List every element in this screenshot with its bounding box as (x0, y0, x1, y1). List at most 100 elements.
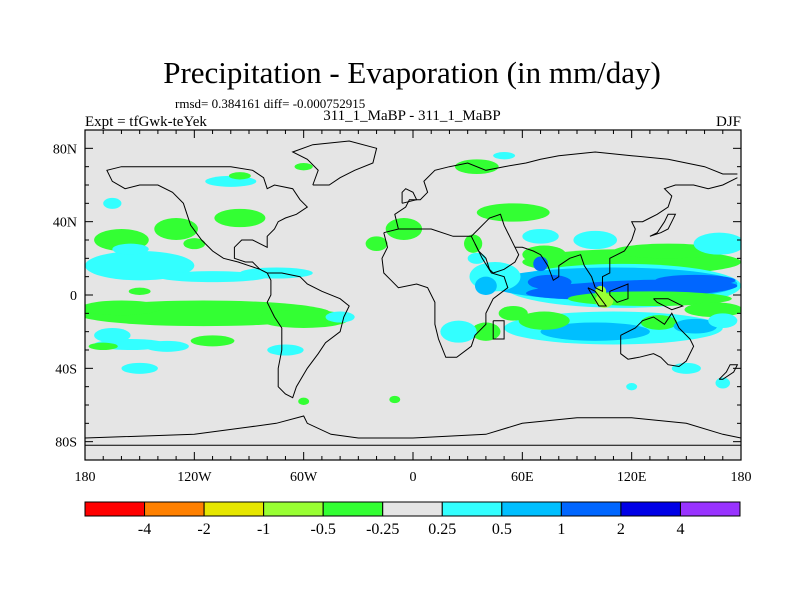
cyan-patch (467, 252, 486, 264)
green-patch (294, 163, 313, 171)
colorbar-box (620, 501, 681, 517)
colorbar-label: 4 (676, 521, 684, 538)
green-patch (476, 203, 550, 222)
colorbar-box (382, 501, 443, 517)
cyan-patch (440, 320, 477, 343)
green-patch (518, 311, 570, 330)
left-label: Expt = tfGwk-teYek (85, 114, 207, 130)
x-tick-label: 60E (511, 470, 534, 485)
colorbar-box (560, 501, 622, 517)
map-area (84, 129, 742, 461)
green-patch (640, 315, 678, 330)
blue-patch (673, 318, 718, 334)
coast-australia (620, 312, 695, 368)
colorbar-label: -1 (257, 521, 270, 538)
green-patch (190, 335, 235, 347)
coast-uk (401, 188, 418, 204)
x-tick-label: 180 (731, 470, 752, 485)
colorbar-box (441, 501, 503, 517)
cyan-patch (493, 152, 516, 160)
x-tick-label: 120W (177, 470, 212, 485)
green-patch (228, 172, 251, 180)
cyan-patch (112, 243, 149, 255)
x-axis-labels: 180 120W 60W 0 60E 120E 180 (75, 470, 752, 485)
cyan-patch (715, 377, 731, 389)
y-tick-label: 40N (53, 216, 77, 231)
coast-new-zealand (718, 364, 739, 380)
green-patch (128, 287, 151, 296)
coast-borneo (609, 283, 629, 303)
coast-japan (649, 213, 677, 237)
dark-blue-patch (533, 256, 548, 272)
cyan-patch (671, 362, 701, 374)
coast-antarctica (85, 415, 741, 439)
colorbar (84, 501, 741, 517)
chart-title: Precipitation - Evaporation (in mm/day) (163, 55, 661, 90)
axis-ticks (84, 129, 742, 461)
cyan-patch (145, 340, 189, 352)
cyan-patch (325, 311, 355, 323)
cyan-patch (94, 328, 131, 343)
colorbar-label: 1 (557, 521, 565, 538)
colorbar-labels: -4 -2 -1 -0.5 -0.25 0.25 0.5 1 2 4 (138, 521, 685, 538)
cyan-patch (693, 232, 741, 255)
cyan-patch (103, 197, 122, 209)
cyan-band (85, 250, 195, 281)
dark-blue-patch (527, 274, 572, 290)
coast-eurasia-north (394, 151, 738, 230)
green-patch (522, 245, 567, 264)
coast-new-guinea (653, 298, 684, 311)
coast-greenland (291, 140, 378, 186)
cyan-patch (573, 230, 618, 250)
green-patch (684, 302, 741, 317)
dark-blue-patch (655, 274, 736, 286)
blue-patch (474, 276, 497, 296)
cyan-patch (121, 362, 158, 374)
coast-south-america (266, 272, 350, 399)
coastlines (85, 140, 741, 446)
green-patch (154, 218, 198, 240)
colorbar-box (679, 501, 741, 517)
yellow-patch (595, 285, 607, 297)
coast-antarctica-south (85, 441, 741, 446)
green-band (85, 300, 162, 316)
colorbar-label: -2 (197, 521, 210, 538)
green-patch (389, 395, 401, 404)
coast-africa (381, 228, 509, 358)
colorbar-label: -4 (138, 521, 151, 538)
green-patch (298, 397, 310, 406)
y-axis-labels: 80N 40N 0 40S 80S (53, 142, 77, 450)
colorbar-label: -0.5 (311, 521, 336, 538)
stats-text: rmsd= 0.384161 diff= -0.000752915 (175, 96, 365, 111)
green-patch (498, 306, 528, 321)
cyan-patch (708, 313, 738, 328)
green-band (258, 309, 350, 329)
colorbar-box (322, 501, 384, 517)
colorbar-box (84, 501, 146, 517)
colorbar-box (501, 501, 562, 517)
green-patch (88, 342, 118, 351)
colorbar-label: -0.25 (366, 521, 399, 538)
green-patch (365, 236, 388, 252)
y-tick-label: 0 (70, 289, 77, 304)
coast-madagascar (492, 320, 505, 340)
green-patch (214, 208, 266, 228)
colorbar-box (203, 501, 265, 517)
coast-sumatra (587, 287, 608, 307)
colorbar-box (263, 501, 324, 517)
y-tick-label: 80S (55, 436, 77, 451)
x-tick-label: 0 (410, 470, 417, 485)
blue-patch (540, 322, 650, 341)
cyan-band (157, 271, 268, 283)
green-patch (183, 238, 206, 250)
colorbar-label: 0.25 (428, 521, 456, 538)
coast-south-asia (515, 177, 738, 293)
y-tick-label: 80N (53, 142, 77, 157)
y-tick-label: 40S (55, 362, 77, 377)
green-patch (464, 234, 483, 253)
cyan-patch (522, 229, 559, 244)
coast-middle-east (470, 213, 520, 274)
x-tick-label: 60W (290, 470, 318, 485)
cyan-patch (626, 383, 638, 391)
colorbar-box (144, 501, 205, 517)
